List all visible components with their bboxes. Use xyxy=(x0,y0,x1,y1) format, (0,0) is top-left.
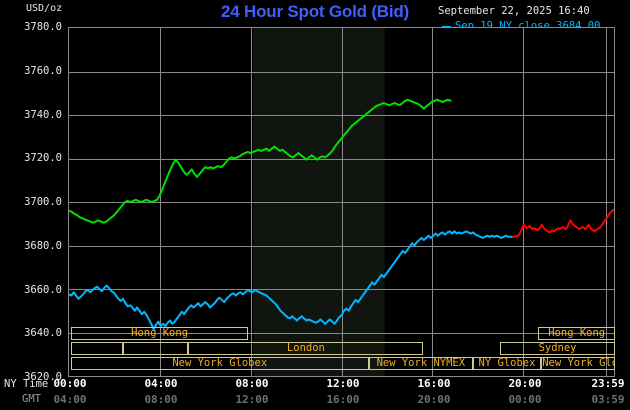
x-tick-gmt: 08:00 xyxy=(144,393,178,406)
x-tick-ny: 00:00 xyxy=(53,377,87,390)
page-title: 24 Hour Spot Gold (Bid) xyxy=(220,2,410,21)
x-axis: NY Time GMT 00:00 04:00 08:00 12:00 16:0… xyxy=(0,374,630,410)
session-bar-new-york-nymex: New York NYMEX xyxy=(368,357,473,370)
session-bar-new-york-globex: New York Globex xyxy=(70,357,369,370)
y-axis-unit-label: USD/oz xyxy=(26,3,63,14)
plot-area xyxy=(68,27,615,377)
x-tick-gmt: 00:00 xyxy=(508,393,542,406)
market-session-bars: Hong Kong Hong Kong London Sydney New York G… xyxy=(68,327,615,373)
y-tick-label: 3780.0 xyxy=(24,21,62,33)
x-tick-ny: 20:00 xyxy=(508,377,542,390)
session-bar-london: London xyxy=(188,342,424,355)
session-bar-ny-globex: NY Globex xyxy=(472,357,542,370)
x-tick-ny: 23:59 xyxy=(591,377,625,390)
x-tick-gmt: 20:00 xyxy=(417,393,451,406)
x-tick-gmt: 12:00 xyxy=(235,393,269,406)
session-bar-segment xyxy=(122,342,189,355)
x-tick-ny: 16:00 xyxy=(417,377,451,390)
session-bar-new-york-globex: New York Globex xyxy=(541,357,615,370)
y-tick-label: 3740.0 xyxy=(24,108,62,121)
legend-swatch-icon xyxy=(442,25,451,28)
y-tick-label: 3720.0 xyxy=(24,152,62,165)
x-tick-ny: 04:00 xyxy=(144,377,178,390)
x-axis-row-label-gmt: GMT xyxy=(22,393,41,405)
y-axis: 3780.0 3760.0 3740.0 3720.0 3700.0 3680.… xyxy=(0,0,68,410)
x-tick-ny: 08:00 xyxy=(235,377,269,390)
timestamp-label: September 22, 2025 16:40 xyxy=(438,5,590,17)
session-bar-segment xyxy=(70,342,123,355)
y-tick-label: 3760.0 xyxy=(24,64,62,77)
y-tick-label: 3680.0 xyxy=(24,239,62,252)
x-tick-gmt: 04:00 xyxy=(53,393,87,406)
x-axis-row-label-ny: NY Time xyxy=(4,378,49,390)
x-tick-ny: 12:00 xyxy=(326,377,360,390)
y-tick-label: 3660.0 xyxy=(24,283,62,296)
x-tick-gmt: 03:59 xyxy=(591,393,625,406)
price-chart-svg xyxy=(69,28,614,376)
y-tick-label: 3620.0 xyxy=(24,371,62,383)
session-bar-hong-kong: Hong Kong xyxy=(70,327,249,340)
y-tick-label: 3640.0 xyxy=(24,327,62,340)
session-bar-hong-kong: Hong Kong xyxy=(538,327,615,340)
y-tick-label: 3700.0 xyxy=(24,196,62,208)
x-tick-gmt: 16:00 xyxy=(326,393,360,406)
session-bar-sydney: Sydney xyxy=(500,342,615,355)
